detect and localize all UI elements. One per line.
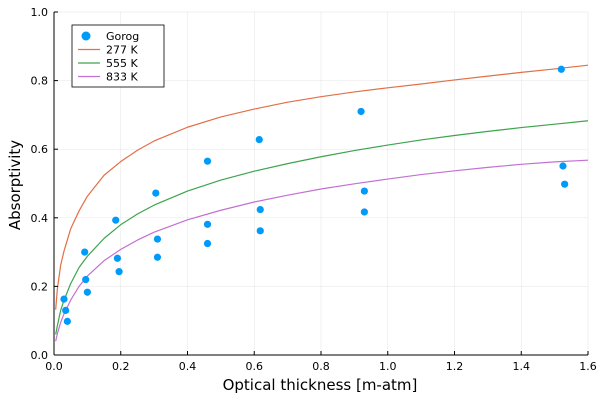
legend-label: Gorog — [106, 30, 139, 43]
data-point — [115, 268, 123, 276]
legend-label: 277 K — [106, 44, 138, 57]
data-point — [203, 157, 212, 165]
y-tick-label: 0.4 — [31, 212, 49, 225]
x-tick-label: 0.2 — [112, 360, 130, 373]
y-axis-ticks: 0.0 0.2 0.4 0.6 0.8 1.0 — [31, 6, 58, 362]
legend-label: 555 K — [106, 57, 138, 70]
y-tick-label: 0.6 — [31, 143, 49, 156]
x-tick-label: 0.6 — [246, 360, 264, 373]
x-tick-label: 0.4 — [179, 360, 197, 373]
data-point — [557, 65, 565, 73]
data-point — [153, 253, 162, 261]
data-point — [112, 216, 120, 224]
series-line-277-k — [55, 64, 589, 310]
data-point — [63, 317, 71, 325]
data-point — [81, 248, 89, 256]
data-point — [203, 239, 212, 248]
x-tick-label: 1.2 — [446, 360, 464, 373]
y-tick-label: 0.8 — [31, 75, 49, 88]
data-point — [62, 306, 70, 315]
y-tick-label: 0.0 — [31, 349, 49, 362]
data-point — [561, 180, 569, 188]
data-point — [256, 205, 264, 214]
data-point — [152, 189, 160, 197]
legend-marker — [81, 31, 91, 41]
y-tick-label: 1.0 — [31, 6, 49, 19]
data-point — [256, 227, 264, 235]
data-point — [360, 208, 368, 216]
x-axis-label: Optical thickness [m-atm] — [223, 376, 418, 394]
data-point — [113, 254, 122, 262]
data-point — [559, 162, 567, 170]
data-point — [360, 187, 368, 195]
x-tick-label: 0.8 — [312, 360, 330, 373]
data-point — [153, 235, 162, 243]
x-tick-label: 0.0 — [45, 360, 63, 373]
data-point — [83, 288, 91, 296]
x-tick-label: 1.4 — [513, 360, 531, 373]
x-tick-label: 1.6 — [579, 360, 597, 373]
series-layer — [55, 64, 589, 342]
legend-label: 833 K — [106, 71, 138, 84]
data-point — [255, 136, 263, 144]
data-point — [60, 295, 68, 303]
x-tick-label: 1.0 — [379, 360, 397, 373]
series-line-833-k — [55, 159, 589, 342]
x-axis-ticks: 0.0 0.2 0.4 0.6 0.8 1.0 1.2 1.4 1.6 — [45, 351, 597, 373]
data-point — [82, 275, 90, 284]
data-point — [203, 220, 212, 228]
y-tick-label: 0.2 — [31, 280, 49, 293]
data-point — [357, 107, 365, 116]
series-line-555-k — [55, 120, 589, 335]
y-axis-label: Absorptivity — [6, 140, 24, 230]
